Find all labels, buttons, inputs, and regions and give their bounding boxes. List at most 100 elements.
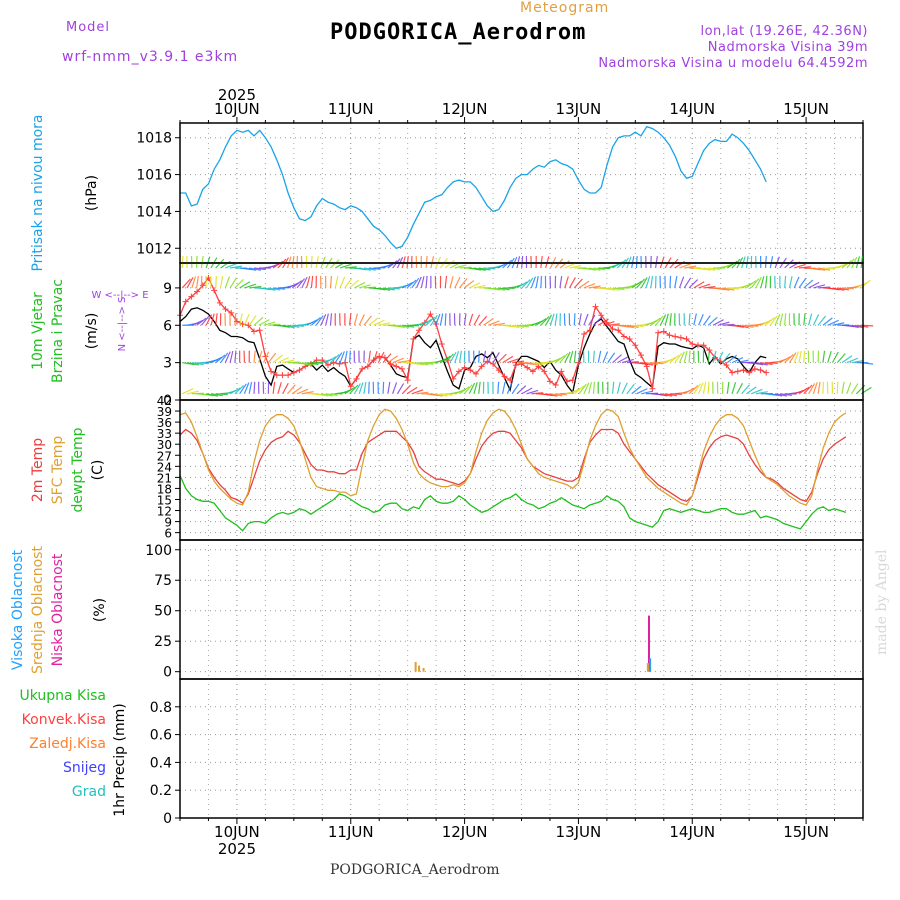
wind-direction-arrow [793, 276, 800, 289]
gust-marker [279, 372, 286, 379]
gust-marker [324, 362, 331, 369]
wind-direction-arrow [478, 381, 481, 394]
wind-direction-arrow [334, 276, 339, 289]
wind-direction-arrow [808, 383, 816, 395]
wind-direction-arrow [478, 315, 488, 326]
wind-direction-arrow [206, 393, 219, 397]
wind-direction-arrow [301, 276, 308, 289]
wind-direction-arrow [851, 324, 864, 329]
wind-direction-arrow [832, 322, 845, 326]
gust-marker [228, 309, 235, 316]
wind-direction-arrow [803, 350, 806, 363]
wind-direction-arrow [411, 362, 424, 366]
wind-direction-arrow [583, 267, 596, 271]
wind-direction-arrow [478, 350, 480, 363]
gust-marker [438, 340, 445, 347]
wind-direction-arrow [516, 281, 528, 289]
wind-direction-arrow [535, 318, 547, 326]
wind-direction-arrow [540, 275, 543, 288]
gust-marker [558, 368, 565, 375]
wind-direction-arrow [717, 351, 724, 363]
wind-direction-arrow [593, 316, 603, 326]
top-day-label: 10JUN [214, 100, 260, 118]
bottom-day-label: 12JUN [442, 823, 488, 841]
wind-direction-arrow [363, 267, 376, 271]
wind-direction-arrow [784, 353, 794, 364]
wind-direction-arrow [755, 276, 762, 289]
wind-direction-arrow [693, 383, 701, 395]
wind-direction-arrow [764, 255, 767, 269]
wind-direction-arrow [664, 356, 677, 364]
wind-direction-arrow [258, 319, 270, 326]
wind-direction-arrow [239, 383, 247, 395]
y-tick-label: 21 [157, 471, 172, 485]
gust-marker [393, 363, 400, 370]
gust-marker [512, 362, 519, 369]
wind-direction-arrow [349, 384, 359, 395]
gust-marker [404, 377, 411, 384]
wind-direction-arrow [181, 278, 191, 289]
wind-direction-arrow [750, 388, 763, 395]
wind-direction-arrow [669, 313, 672, 326]
y-tick-label: 1012 [136, 241, 172, 257]
wind-direction-arrow [459, 278, 468, 289]
wind-direction-arrow [411, 277, 420, 289]
wind-direction-arrow [392, 324, 405, 329]
panel-clouds [175, 539, 864, 680]
wind-direction-arrow [655, 393, 668, 397]
wind-direction-arrow [818, 267, 831, 271]
gust-marker [507, 377, 514, 384]
wind-direction-arrow [210, 393, 223, 397]
wind-direction-arrow [736, 324, 749, 329]
wind-direction-arrow [693, 281, 705, 289]
wind-direction-arrow [841, 260, 852, 269]
wind-direction-arrow [779, 313, 784, 326]
wind-direction-arrow [592, 381, 596, 394]
wind-direction-arrow [397, 324, 410, 329]
wind-direction-arrow [698, 313, 704, 326]
wind-direction-arrow [502, 355, 514, 364]
wind-direction-arrow [397, 359, 410, 364]
cloud-mid-axis-label: Srednja Oblacnost [30, 546, 46, 674]
gust-marker [410, 335, 417, 342]
wind-direction-arrow [583, 283, 596, 289]
gust-marker [529, 368, 536, 375]
wind-direction-arrow [354, 281, 366, 289]
gust-marker [353, 375, 360, 382]
wind-direction-arrow [593, 267, 606, 271]
cloud-bar [418, 665, 421, 672]
wind-direction-arrow [267, 352, 277, 364]
wind-direction-arrow [573, 385, 584, 395]
gust-marker [222, 306, 229, 313]
wind-direction-arrow [617, 356, 629, 364]
wind-direction-arrow [827, 287, 840, 291]
gust-marker [216, 299, 223, 306]
wind-direction-arrow [526, 277, 534, 289]
wind-direction-arrow [674, 275, 678, 289]
wind-direction-arrow [315, 256, 319, 269]
wind-direction-arrow [703, 285, 716, 289]
wind-direction-arrow [196, 275, 199, 288]
gust-marker [245, 322, 252, 329]
wind-direction-arrow [597, 350, 602, 363]
wind-direction-arrow [497, 353, 507, 364]
series-line-wind_speed [179, 307, 767, 395]
wind-direction-arrow [215, 275, 217, 288]
pressure-unit-label: (hPa) [84, 175, 100, 211]
wind-direction-arrow [774, 314, 781, 326]
wind-direction-arrow [645, 362, 658, 366]
wind-direction-arrow [846, 357, 859, 364]
gust-marker [609, 326, 616, 333]
wind-direction-arrow [339, 351, 345, 363]
wind-direction-arrow [683, 277, 692, 289]
wind-direction-arrow [425, 255, 428, 269]
wind-direction-arrow [526, 389, 539, 395]
y-tick-label: 0 [163, 393, 172, 409]
wind-direction-arrow [659, 314, 667, 326]
wind-direction-arrow [798, 266, 812, 269]
wind-direction-arrow [717, 287, 730, 291]
wind-direction-arrow [741, 282, 753, 289]
gust-marker [182, 298, 189, 305]
wind-direction-arrow [798, 386, 810, 395]
wind-direction-arrow [684, 265, 697, 269]
